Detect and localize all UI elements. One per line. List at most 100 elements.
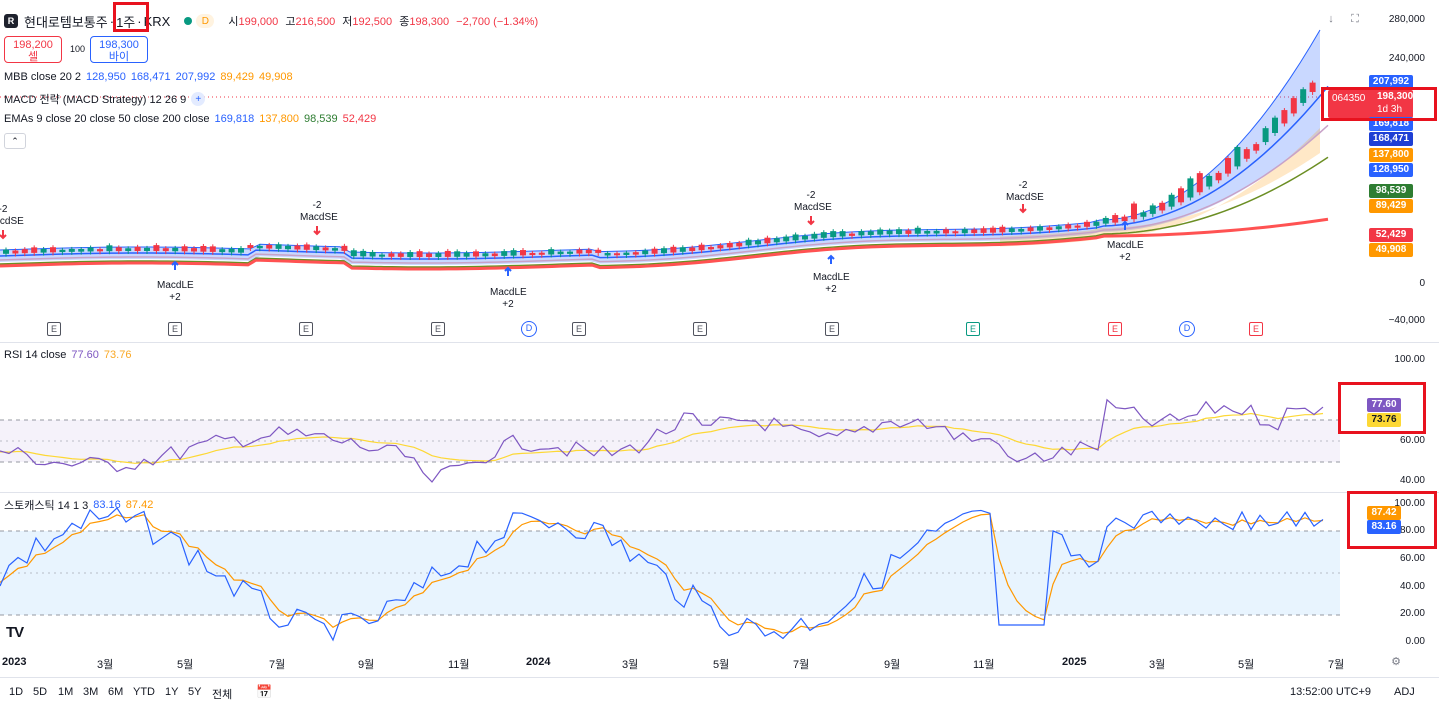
range-5y[interactable]: 5Y: [188, 686, 202, 698]
candle-body: [538, 252, 545, 255]
candle-body: [839, 231, 846, 237]
candle-body: [980, 228, 987, 233]
fullscreen-icon[interactable]: ⛶: [1351, 13, 1359, 25]
earnings-marker[interactable]: E: [1249, 322, 1263, 336]
time-axis-label: 11월: [448, 659, 470, 671]
candle-body: [247, 245, 254, 248]
candle-body: [1178, 188, 1184, 203]
candle-body: [172, 247, 179, 252]
tradingview-logo[interactable]: TV: [6, 624, 24, 641]
candle-body: [632, 252, 639, 255]
rsi-legend[interactable]: RSI 14 close 77.60 73.76: [4, 349, 132, 361]
pane-separator[interactable]: [0, 492, 1439, 493]
dividend-marker[interactable]: D: [1179, 321, 1195, 337]
earnings-marker[interactable]: E: [1108, 322, 1122, 336]
candle-body: [322, 247, 329, 251]
candle-body: [943, 229, 949, 234]
rsi-axis-label: 100.00: [1394, 354, 1425, 365]
range-ytd[interactable]: YTD: [133, 686, 155, 698]
stochastic-legend[interactable]: 스토캐스틱 14 1 3 83.16 87.42: [4, 499, 154, 512]
earnings-marker[interactable]: E: [299, 322, 313, 336]
rsi-ma-label: 73.76: [1367, 413, 1401, 427]
candle-body: [886, 230, 893, 235]
candle-body: [623, 252, 630, 255]
mbb-lower-label: 128,950: [1369, 163, 1413, 177]
range-5d[interactable]: 5D: [33, 686, 48, 698]
ema200-line: [0, 217, 1329, 271]
candle-body: [1309, 82, 1316, 92]
candle-body: [219, 249, 226, 253]
add-icon[interactable]: +: [191, 92, 206, 106]
ema50-line: [0, 156, 1329, 268]
earnings-marker[interactable]: E: [966, 322, 980, 336]
range-all[interactable]: 전체: [212, 689, 233, 701]
time-axis-label: 7월: [269, 659, 286, 671]
candle-body: [1093, 221, 1100, 226]
earnings-marker[interactable]: E: [572, 322, 586, 336]
collapse-legend-button[interactable]: ⌃: [4, 133, 26, 149]
clock-time[interactable]: 13:52:00 UTC+9: [1290, 686, 1372, 698]
download-icon[interactable]: ↓: [1328, 13, 1334, 25]
candle-body: [867, 231, 874, 235]
quantity-value[interactable]: 100: [70, 44, 86, 54]
candle-body: [877, 229, 884, 235]
candle-body: [1112, 215, 1119, 223]
range-3m[interactable]: 3M: [83, 686, 99, 698]
mbb-upper-label: 207,992: [1369, 75, 1413, 89]
earnings-marker[interactable]: E: [47, 322, 61, 336]
candle-body: [971, 229, 978, 234]
settings-gear-icon[interactable]: ⚙: [1391, 656, 1401, 668]
dividend-marker[interactable]: D: [521, 321, 537, 337]
date-range-icon[interactable]: 📅: [256, 684, 273, 699]
signal-up-arrow-icon: [1121, 220, 1129, 230]
time-axis-label: 2025: [1062, 656, 1087, 668]
candle-body: [1290, 98, 1297, 114]
price-axis-label: −40,000: [1388, 315, 1425, 326]
highlight-box-interval: [113, 2, 149, 32]
adj-toggle[interactable]: ADJ: [1394, 686, 1415, 698]
ohlc-values: 시199,000 고216,500 저192,500 종198,300 −2,7…: [228, 16, 539, 28]
candle-body: [1168, 194, 1175, 207]
candle-body: [1225, 158, 1231, 174]
delay-badge[interactable]: D: [196, 14, 215, 28]
earnings-marker[interactable]: E: [431, 322, 445, 336]
range-1d[interactable]: 1D: [9, 686, 24, 698]
pane-separator[interactable]: [0, 342, 1439, 343]
candle-body: [1018, 228, 1025, 232]
candle-body: [952, 231, 959, 234]
emas-legend[interactable]: EMAs 9 close 20 close 50 close 200 close…: [4, 113, 377, 125]
range-1m[interactable]: 1M: [58, 686, 74, 698]
signal-up-arrow-icon: [827, 254, 835, 264]
candle-body: [670, 246, 677, 253]
candle-body: [40, 248, 47, 253]
candle-body: [1253, 144, 1260, 151]
signal-le-label: MacdLE +2: [813, 272, 850, 295]
stoch-d-label: 87.42: [1367, 506, 1401, 520]
candle-body: [1234, 146, 1241, 167]
candle-body: [726, 242, 733, 248]
range-6m[interactable]: 6M: [108, 686, 124, 698]
range-1y[interactable]: 1Y: [165, 686, 179, 698]
buy-button[interactable]: 198,300 바이: [90, 36, 148, 63]
sell-button[interactable]: 198,200 셀: [4, 36, 62, 63]
stoch-axis-label: 20.00: [1399, 608, 1425, 619]
macd-strategy-legend[interactable]: MACD 전략 (MACD Strategy) 12 26 9 +: [4, 91, 210, 107]
candle-body: [961, 229, 968, 234]
earnings-marker[interactable]: E: [168, 322, 182, 336]
stoch-axis-label: 80.00: [1399, 525, 1425, 536]
earnings-marker[interactable]: E: [693, 322, 707, 336]
candle-body: [397, 253, 404, 257]
last-price-tag: 064350 198,300 1d 3h: [1328, 90, 1413, 118]
mbb-legend[interactable]: MBB close 20 2 128,950 168,471 207,992 8…: [4, 71, 293, 83]
candle-body: [1262, 128, 1269, 143]
candle-body: [576, 249, 583, 254]
candle-body: [708, 247, 714, 250]
candle-body: [1074, 225, 1081, 228]
earnings-marker[interactable]: E: [825, 322, 839, 336]
candle-body: [736, 242, 743, 247]
time-axis-label: 2023: [2, 656, 27, 668]
symbol-name[interactable]: 현대로템보통주: [24, 14, 108, 30]
interval-label[interactable]: 1주: [116, 14, 136, 30]
